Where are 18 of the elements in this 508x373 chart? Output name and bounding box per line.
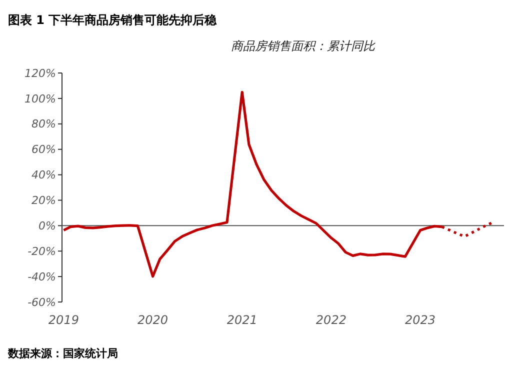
chart-title: 图表 1 下半年商品房销售可能先抑后稳 [8, 13, 218, 27]
chart-subtitle: 商品房销售面积：累计同比 [231, 39, 376, 53]
x-tick-label: 2022 [316, 313, 346, 327]
y-tick-label: 20% [32, 194, 56, 208]
y-tick-label: 60% [32, 143, 56, 156]
y-tick-label: 80% [32, 118, 56, 131]
y-tick-label: -20% [28, 244, 56, 258]
x-tick-label: 2019 [48, 313, 79, 327]
x-tick-label: 2023 [405, 313, 436, 327]
source-note: 数据来源：国家统计局 [7, 347, 118, 360]
x-tick-label: 2021 [226, 313, 258, 327]
y-tick-label: -40% [28, 270, 56, 284]
y-tick-label: -60% [28, 296, 56, 309]
y-tick-label: 40% [32, 168, 56, 182]
y-tick-label: 0% [38, 220, 56, 233]
y-tick-label: 100% [24, 92, 56, 106]
y-tick-label: 120% [24, 66, 56, 80]
x-tick-label: 2020 [138, 313, 168, 327]
